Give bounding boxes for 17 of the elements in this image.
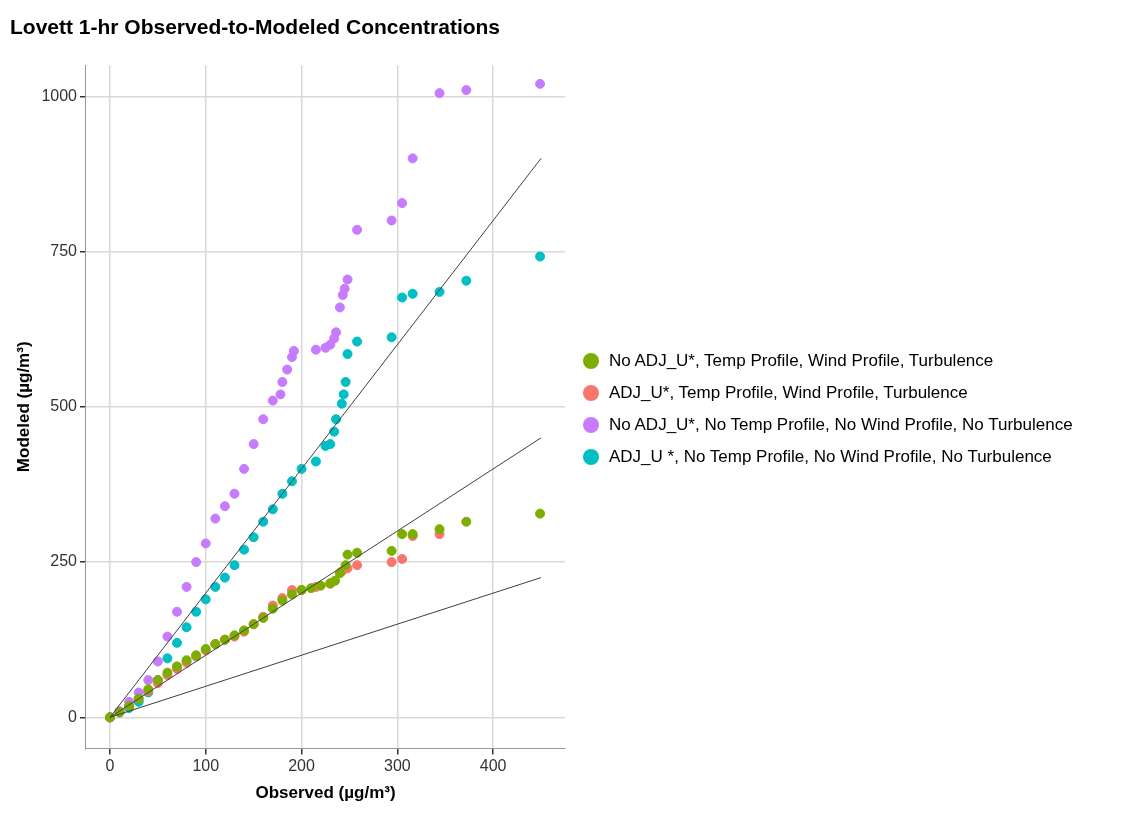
x-axis-title: Observed (µg/m³) (255, 783, 396, 803)
x-tick-label: 0 (105, 757, 115, 775)
legend-label: ADJ_U *, No Temp Profile, No Wind Profile, No Turbulence (609, 447, 1052, 467)
y-tick-label: 500 (50, 397, 78, 415)
x-tick-label: 200 (288, 757, 315, 775)
y-axis-title: Modeled (µg/m³) (13, 341, 33, 473)
y-tick-label: 1000 (41, 86, 78, 104)
x-tick-label: 400 (479, 757, 507, 775)
legend-label: ADJ_U*, Temp Profile, Wind Profile, Turbulence (609, 383, 968, 403)
legend-label: No ADJ_U*, No Temp Profile, No Wind Profile, No Turbulence (609, 415, 1073, 435)
x-tick-label: 300 (384, 757, 411, 775)
y-tick-label: 750 (50, 241, 78, 259)
y-tick-label: 250 (50, 552, 78, 570)
chart-title: Lovett 1-hr Observed-to-Modeled Concentrations (10, 15, 501, 39)
y-tick-label: 0 (68, 707, 78, 725)
legend-label: No ADJ_U*, Temp Profile, Wind Profile, Turbulence (609, 351, 994, 371)
x-tick-label: 100 (192, 757, 220, 775)
